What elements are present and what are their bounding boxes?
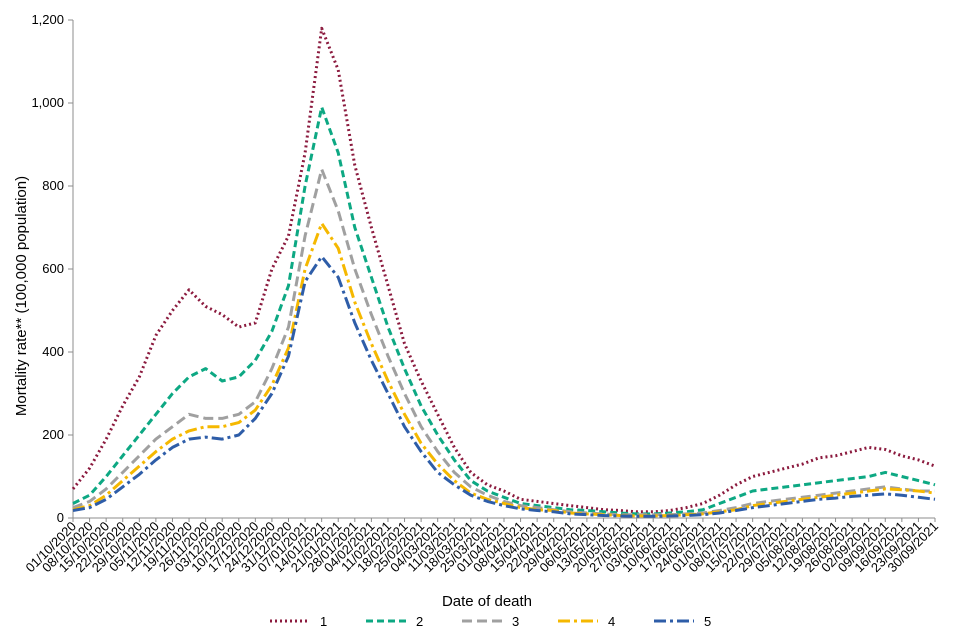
y-tick-label: 1,200 xyxy=(31,12,64,27)
y-tick-label: 800 xyxy=(42,178,64,193)
x-axis: 01/10/202008/10/202015/10/202022/10/2020… xyxy=(22,517,941,575)
y-axis-title: Mortality rate** (100,000 population) xyxy=(13,176,30,416)
legend: 1 2 3 4 5 xyxy=(270,614,711,629)
legend-label-1: 1 xyxy=(320,614,327,629)
series-line-2 xyxy=(72,105,936,516)
series-layer xyxy=(71,26,936,518)
y-tick-label: 200 xyxy=(42,427,64,442)
y-tick-label: 400 xyxy=(42,344,64,359)
y-tick-label: 1,000 xyxy=(31,95,64,110)
legend-label-3: 3 xyxy=(512,614,519,629)
series-line-5 xyxy=(72,255,936,518)
y-tick-label: 600 xyxy=(42,261,64,276)
y-axis: 0 200 400 600 800 1,000 1,200 xyxy=(31,12,74,525)
x-axis-title: Date of death xyxy=(442,593,532,610)
legend-label-4: 4 xyxy=(608,614,615,629)
y-tick-label: 0 xyxy=(57,510,64,525)
legend-label-2: 2 xyxy=(416,614,423,629)
legend-label-5: 5 xyxy=(704,614,711,629)
series-line-1 xyxy=(71,26,936,514)
series-line-4 xyxy=(72,221,936,518)
series-line-3 xyxy=(72,167,935,517)
